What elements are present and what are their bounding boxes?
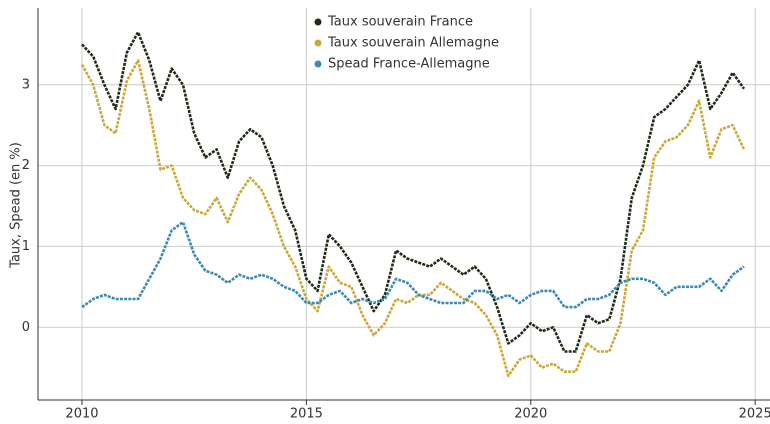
y-axis-label: Taux, Spead (en %) [9, 142, 24, 269]
series-line [81, 220, 745, 309]
y-tick-label: 1 [22, 239, 30, 254]
y-tick-label: 2 [22, 158, 30, 173]
y-tick-label: 0 [22, 320, 30, 335]
legend-label: Spead France-Allemagne [328, 57, 490, 72]
legend-label: Taux souverain France [327, 15, 473, 30]
x-tick-label: 2020 [514, 407, 547, 422]
x-tick-label: 2025 [739, 407, 770, 422]
series-line [81, 30, 746, 353]
series-line [80, 59, 746, 378]
x-tick-label: 2015 [290, 407, 323, 422]
legend-marker [314, 39, 322, 47]
y-tick-label: 3 [22, 77, 30, 92]
legend-label: Taux souverain Allemagne [327, 36, 499, 51]
legend-marker [314, 60, 322, 68]
legend-marker [314, 18, 322, 26]
x-tick-label: 2010 [65, 407, 98, 422]
